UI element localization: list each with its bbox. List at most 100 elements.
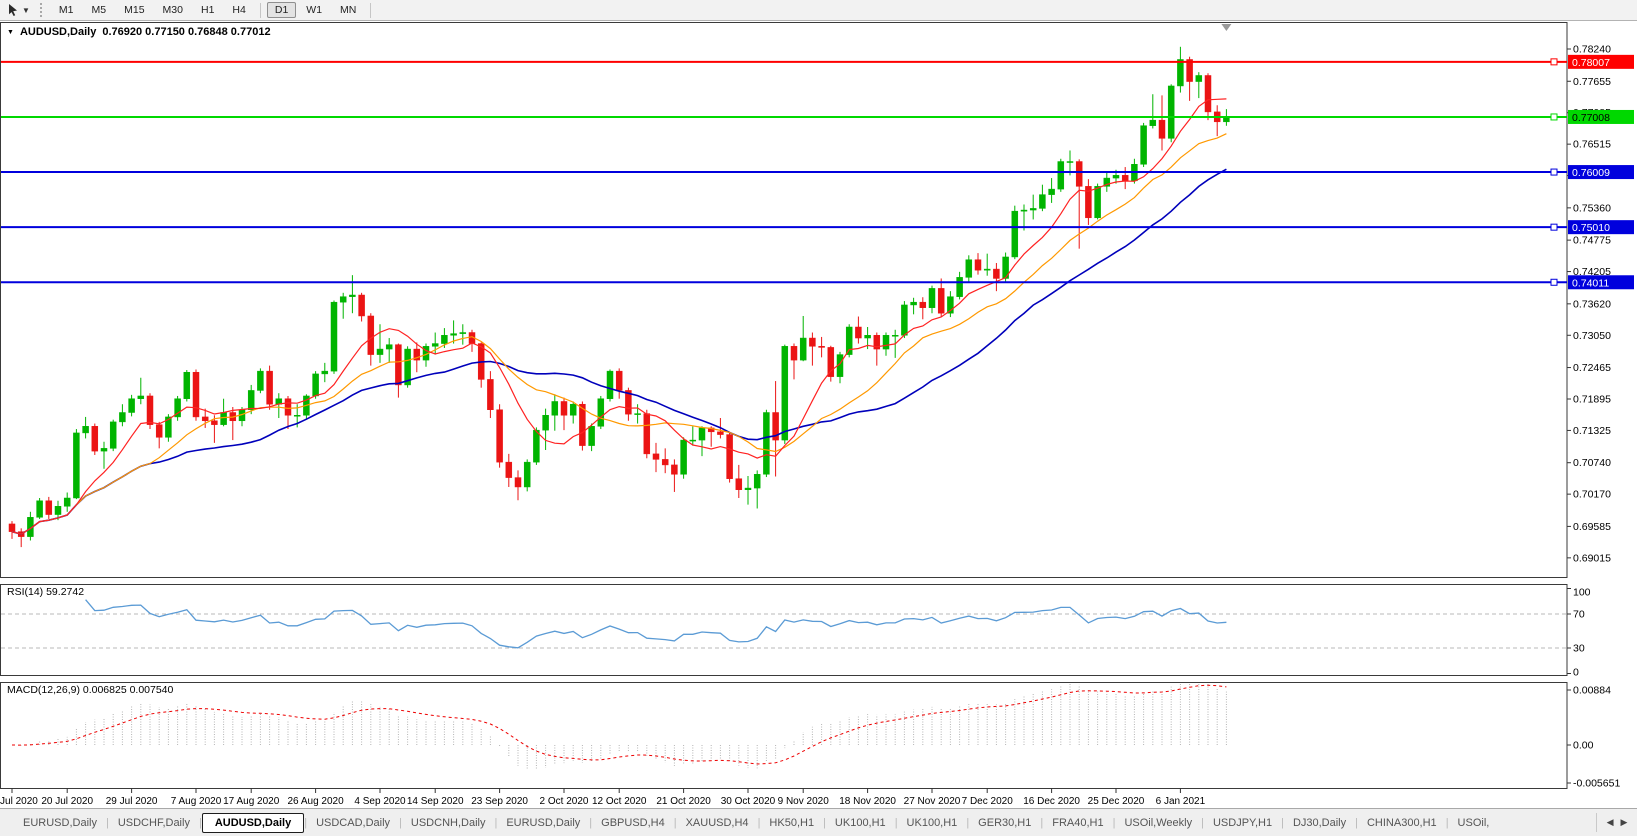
- chart-tab-usdcad-daily[interactable]: USDCAD,Daily: [316, 816, 391, 829]
- chart-tab-uk100-h1[interactable]: UK100,H1: [834, 816, 886, 829]
- tab-separator: |: [894, 816, 898, 829]
- svg-text:12 Oct 2020: 12 Oct 2020: [592, 796, 647, 807]
- svg-text:0.77008: 0.77008: [1572, 112, 1610, 124]
- tab-separator: |: [105, 816, 109, 829]
- tab-scroll-left-icon[interactable]: ◀: [1606, 816, 1614, 827]
- svg-text:0.76009: 0.76009: [1572, 167, 1610, 179]
- timeframe-toolbar: ▼ M1 M5 M15 M30 H1 H4 D1 W1 MN: [0, 0, 1637, 21]
- chart-tab-usdjpy-h1[interactable]: USDJPY,H1: [1212, 816, 1273, 829]
- tab-separator: |: [399, 816, 402, 829]
- svg-text:26 Aug 2020: 26 Aug 2020: [288, 796, 345, 807]
- timeframe-button-mn[interactable]: MN: [340, 4, 357, 16]
- svg-text:16 Dec 2020: 16 Dec 2020: [1023, 796, 1080, 807]
- chart-tab-hk50-h1[interactable]: HK50,H1: [769, 816, 815, 829]
- svg-text:27 Nov 2020: 27 Nov 2020: [904, 796, 961, 807]
- svg-text:0.69585: 0.69585: [1573, 521, 1611, 533]
- toolbar-separator: [370, 2, 372, 18]
- svg-text:0.73050: 0.73050: [1573, 330, 1611, 342]
- chart-tab-eurusd-daily[interactable]: EURUSD,Daily: [23, 816, 97, 829]
- svg-text:7 Dec 2020: 7 Dec 2020: [962, 796, 1014, 807]
- tab-scroll-right-icon[interactable]: ▶: [1620, 816, 1628, 827]
- macd-indicator-label: MACD(12,26,9) 0.006825 0.007540: [7, 684, 174, 696]
- svg-text:30: 30: [1573, 643, 1585, 655]
- svg-text:-0.005651: -0.005651: [1573, 778, 1620, 790]
- chart-tab-china300-h1[interactable]: CHINA300,H1: [1366, 816, 1437, 829]
- chart-tab-dj30-daily[interactable]: DJ30,Daily: [1292, 816, 1347, 829]
- svg-text:30 Oct 2020: 30 Oct 2020: [721, 796, 776, 807]
- svg-text:0.77655: 0.77655: [1573, 76, 1611, 88]
- chart-tab-bar: EURUSD,Daily | USDCHF,Daily | AUDUSD,Daily | U…: [0, 808, 1637, 836]
- svg-text:18 Nov 2020: 18 Nov 2020: [839, 796, 896, 807]
- svg-text:0.76515: 0.76515: [1573, 139, 1611, 151]
- tab-separator: |: [1040, 816, 1044, 829]
- tab-scroll-arrows: ◀ ▶: [1596, 813, 1637, 832]
- cursor-icon: [9, 4, 17, 16]
- svg-text:20 Jul 2020: 20 Jul 2020: [41, 796, 93, 807]
- svg-text:6 Jan 2021: 6 Jan 2021: [1156, 796, 1206, 807]
- tab-separator: |: [198, 816, 202, 829]
- chart-tab-usdcnh-daily[interactable]: USDCNH,Daily: [410, 816, 486, 829]
- timeframe-button-h4[interactable]: H4: [232, 4, 246, 16]
- tab-separator: |: [1201, 816, 1204, 829]
- timeframe-button-m1[interactable]: M1: [58, 4, 74, 16]
- chevron-down-icon: ▼: [22, 5, 30, 15]
- chart-tab-gbpusd-h4[interactable]: GBPUSD,H4: [601, 816, 665, 829]
- tab-separator: |: [494, 816, 498, 829]
- svg-text:14 Sep 2020: 14 Sep 2020: [407, 796, 464, 807]
- svg-text:70: 70: [1573, 609, 1585, 621]
- shift-marker-icon: [1221, 24, 1232, 31]
- timeframe-button-m15[interactable]: M15: [124, 4, 145, 16]
- chart-tab-audusd-daily[interactable]: AUDUSD,Daily: [201, 812, 305, 833]
- svg-text:25 Dec 2020: 25 Dec 2020: [1088, 796, 1145, 807]
- chart-ohlc-values: 0.76920 0.77150 0.76848 0.77012: [102, 26, 271, 38]
- chart-symbol-period: AUDUSD,Daily: [19, 26, 97, 38]
- svg-text:0.78240: 0.78240: [1573, 44, 1611, 56]
- svg-text:0.74775: 0.74775: [1573, 235, 1611, 247]
- svg-text:0.70740: 0.70740: [1573, 457, 1611, 469]
- chart-tab-uk100-h1[interactable]: UK100,H1: [906, 816, 958, 829]
- toolbar-grip: [39, 3, 45, 17]
- cursor-tool-button[interactable]: ▼: [0, 3, 35, 17]
- timeframe-button-m30[interactable]: M30: [162, 4, 183, 16]
- tab-separator: |: [1112, 816, 1116, 829]
- timeframe-button-w1[interactable]: W1: [306, 4, 323, 16]
- svg-text:7 Aug 2020: 7 Aug 2020: [171, 796, 222, 807]
- tab-separator: |: [1445, 816, 1449, 829]
- timeframe-button-d1[interactable]: D1: [266, 2, 297, 18]
- chart-tab-xauusd-h4[interactable]: XAUUSD,H4: [685, 816, 749, 829]
- svg-text:10 Jul 2020: 10 Jul 2020: [0, 796, 38, 807]
- svg-text:9 Nov 2020: 9 Nov 2020: [778, 796, 830, 807]
- chart-dropdown-icon[interactable]: ▼: [7, 29, 14, 36]
- svg-text:0.73620: 0.73620: [1573, 298, 1611, 310]
- svg-text:0.00884: 0.00884: [1573, 685, 1611, 697]
- chart-tab-ger30-h1[interactable]: GER30,H1: [978, 816, 1032, 829]
- svg-text:0.69015: 0.69015: [1573, 552, 1611, 564]
- svg-text:21 Oct 2020: 21 Oct 2020: [656, 796, 711, 807]
- chart-tab-usoil-[interactable]: USOil,: [1457, 816, 1490, 829]
- chart-tab-eurusd-daily[interactable]: EURUSD,Daily: [506, 816, 581, 829]
- svg-text:29 Jul 2020: 29 Jul 2020: [106, 796, 158, 807]
- tab-separator: |: [589, 816, 593, 829]
- chart-tab-fra40-h1[interactable]: FRA40,H1: [1052, 816, 1104, 829]
- svg-text:0.71895: 0.71895: [1573, 393, 1611, 405]
- tab-separator: |: [673, 816, 677, 829]
- tab-separator: |: [1281, 816, 1284, 829]
- tab-separator: |: [823, 816, 826, 829]
- toolbar-separator: [259, 2, 261, 18]
- tab-separator: |: [1355, 816, 1358, 829]
- svg-text:0.00: 0.00: [1573, 740, 1594, 752]
- timeframe-button-m5[interactable]: M5: [91, 4, 107, 16]
- chart-tab-usoil-weekly[interactable]: USOil,Weekly: [1124, 816, 1193, 829]
- svg-text:0.78007: 0.78007: [1572, 57, 1610, 69]
- svg-text:0.70170: 0.70170: [1573, 489, 1611, 501]
- svg-text:0.72465: 0.72465: [1573, 362, 1611, 374]
- chart-tab-usdchf-daily[interactable]: USDCHF,Daily: [117, 816, 190, 829]
- svg-text:0.75010: 0.75010: [1572, 222, 1610, 234]
- chart-tabs: EURUSD,Daily | USDCHF,Daily | AUDUSD,Daily | U…: [0, 809, 1596, 836]
- svg-text:17 Aug 2020: 17 Aug 2020: [223, 796, 280, 807]
- svg-text:100: 100: [1573, 587, 1591, 599]
- svg-text:0.71325: 0.71325: [1573, 425, 1611, 437]
- tab-separator: |: [757, 816, 761, 829]
- timeframe-button-h1[interactable]: H1: [200, 4, 215, 16]
